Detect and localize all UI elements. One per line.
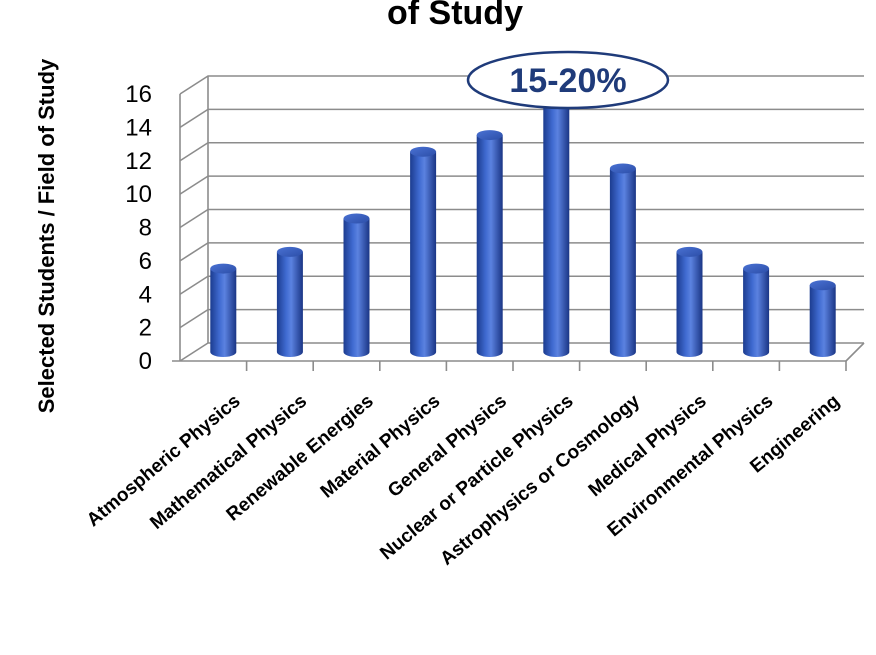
y-tick-label: 8 [139,215,152,242]
bar [609,163,636,357]
y-axis-label: Selected Students / Field of Study [34,58,59,413]
annotation-ellipse [466,50,670,110]
bar [743,263,770,357]
bar-body [676,251,703,357]
bar-body [210,268,237,357]
y-tick-label: 6 [139,248,152,275]
x-tick-label: Material Physics [317,391,445,503]
bar-body [343,218,370,357]
gridline [179,108,864,129]
y-tick-label: 16 [125,81,152,108]
y-tick-label: 2 [139,315,152,342]
bar-cap [276,246,303,257]
x-tick-label: Medical Physics [585,391,711,501]
gridline [179,141,864,162]
bar-cap [609,163,636,174]
bar-body [743,268,770,357]
bar-body [809,285,836,357]
bar-cap [676,246,703,257]
bar-cap [210,263,237,274]
y-tick-label: 4 [139,281,152,308]
y-tick-label: 10 [125,181,152,208]
bar-body [410,151,437,357]
bars [210,96,836,357]
bar-cap [410,146,437,157]
y-tick-labels: 0 2 4 6 8 10 12 14 16 [125,81,152,375]
bar-cap [476,130,503,141]
bar-body [476,135,503,357]
bar-body [276,251,303,357]
x-tick-label: General Physics [384,391,511,502]
gridline [179,208,864,229]
chart-title: of Study [387,0,523,32]
gridlines [172,75,865,362]
bar [476,130,503,357]
y-tick-label: 12 [125,148,152,175]
gridline [179,175,864,195]
y-tick-label: 0 [139,348,152,375]
bar [343,213,370,357]
bar [809,280,836,357]
bar-cap [343,213,370,224]
bar [210,263,237,357]
floor-edge [845,342,865,362]
y-tick-label: 14 [125,114,152,141]
bar-body [609,168,636,357]
bar [543,96,570,357]
bar [676,246,703,357]
bar-cap [743,263,770,274]
bar [276,246,303,357]
bar-cap [809,280,836,291]
bar [410,146,437,357]
annotation-label: 15-20% [509,62,626,100]
bar-body [543,101,570,357]
